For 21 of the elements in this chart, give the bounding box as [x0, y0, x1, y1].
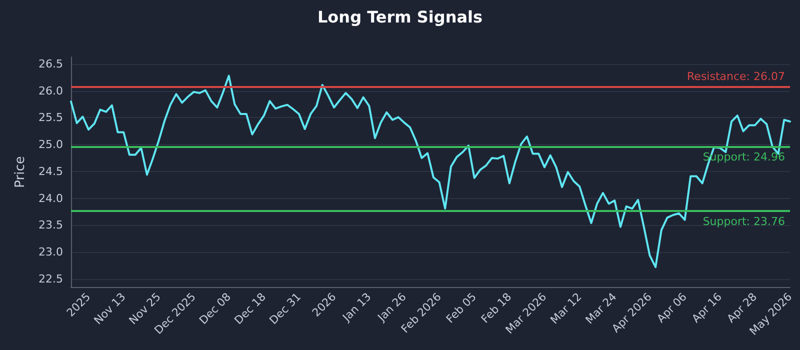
x-tick-label: Apr 06 [654, 290, 690, 326]
chart-title: Long Term Signals [317, 8, 483, 26]
y-tick-label: 24.5 [38, 164, 63, 178]
y-tick-label: 26.0 [38, 84, 63, 98]
y-tick-label: 24.0 [38, 192, 63, 205]
y-axis-title: Price [13, 156, 28, 188]
y-tick-label: 26.5 [38, 57, 63, 70]
y-tick-label: 25.5 [38, 111, 63, 124]
x-tick-label: Dec 08 [196, 290, 234, 327]
x-tick-label: Jan 13 [339, 290, 374, 325]
y-tick-label: 25.0 [38, 138, 63, 152]
y-tick-label: 23.5 [38, 218, 63, 232]
y-tick-label: 22.5 [38, 272, 63, 286]
x-tick-label: Apr 16 [689, 290, 724, 326]
ref-line-label: Support: 23.76 [702, 215, 785, 228]
x-tick-label: Mar 12 [548, 290, 584, 327]
y-tick-label: 23.0 [38, 246, 63, 259]
x-tick-label: Feb 05 [444, 290, 479, 326]
x-tick-label: Dec 18 [232, 290, 268, 327]
x-tick-label: Dec 31 [266, 290, 304, 327]
ref-line-label: Resistance: 26.07 [687, 70, 785, 84]
